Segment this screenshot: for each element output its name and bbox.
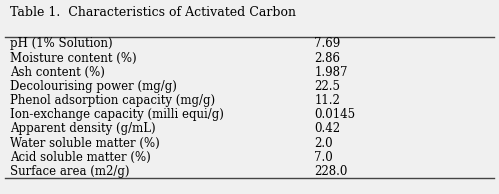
Text: Decolourising power (mg/g): Decolourising power (mg/g): [10, 80, 177, 93]
Text: 11.2: 11.2: [314, 94, 340, 107]
Text: 0.42: 0.42: [314, 122, 340, 135]
Text: Apparent density (g/mL): Apparent density (g/mL): [10, 122, 156, 135]
Text: Surface area (m2/g): Surface area (m2/g): [10, 165, 129, 178]
Text: Ash content (%): Ash content (%): [10, 66, 105, 79]
Text: Table 1.  Characteristics of Activated Carbon: Table 1. Characteristics of Activated Ca…: [10, 6, 296, 19]
Text: 22.5: 22.5: [314, 80, 340, 93]
Text: 7.0: 7.0: [314, 151, 333, 164]
Text: 7.69: 7.69: [314, 37, 341, 50]
Text: pH (1% Solution): pH (1% Solution): [10, 37, 113, 50]
Text: Water soluble matter (%): Water soluble matter (%): [10, 137, 160, 150]
Text: 0.0145: 0.0145: [314, 108, 355, 121]
Text: 1.987: 1.987: [314, 66, 348, 79]
Text: Acid soluble matter (%): Acid soluble matter (%): [10, 151, 151, 164]
Text: Moisture content (%): Moisture content (%): [10, 52, 137, 65]
Text: 228.0: 228.0: [314, 165, 348, 178]
Text: Ion-exchange capacity (milli equi/g): Ion-exchange capacity (milli equi/g): [10, 108, 224, 121]
Text: 2.0: 2.0: [314, 137, 333, 150]
Text: 2.86: 2.86: [314, 52, 340, 65]
Text: Phenol adsorption capacity (mg/g): Phenol adsorption capacity (mg/g): [10, 94, 215, 107]
